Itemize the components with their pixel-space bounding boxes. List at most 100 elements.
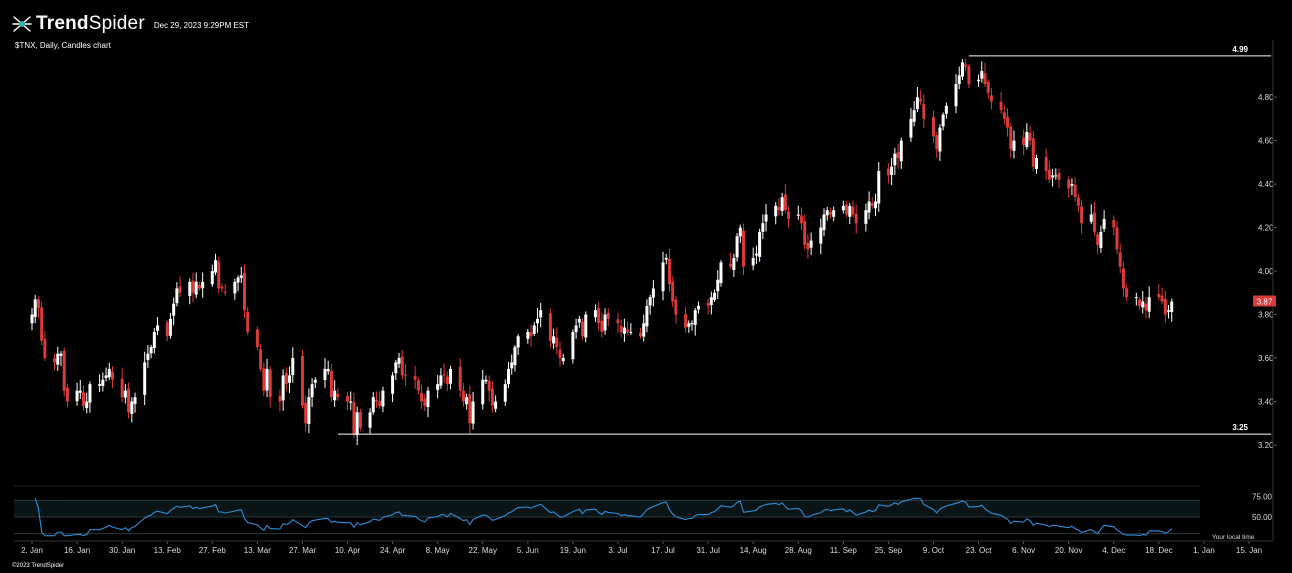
candle-body [577, 318, 581, 323]
low-line-label: 3.25 [1232, 423, 1248, 432]
y-tick-label: 3.80 [1258, 311, 1274, 320]
candle-body [101, 379, 105, 386]
candle-body [368, 412, 372, 428]
candle-body [262, 368, 266, 391]
candle-body [867, 201, 871, 213]
candle-body [1009, 126, 1013, 150]
candle-body [751, 258, 755, 266]
candle-body [529, 332, 533, 337]
candle-body [606, 312, 610, 319]
candle-body [1057, 173, 1061, 180]
candle-body [561, 358, 565, 362]
chart-title: $TNX, Daily, Candles chart [15, 41, 111, 50]
candle-body [584, 314, 588, 338]
candle-body [465, 397, 469, 405]
candle-body [378, 401, 382, 406]
candle-body [967, 66, 971, 85]
x-tick-label: 27. Mar [289, 546, 316, 555]
price-tag-label: 3.87 [1257, 298, 1273, 307]
candle-body [1099, 231, 1103, 249]
y-tick-label: 4.40 [1258, 180, 1274, 189]
candle-body [217, 261, 221, 289]
candle-body [246, 311, 250, 332]
candle-body [1022, 137, 1026, 145]
candle-body [1012, 140, 1016, 151]
rsi-band [14, 500, 1200, 517]
x-tick-label: 5. Jun [517, 546, 539, 555]
candle-body [471, 401, 475, 424]
candle-body [426, 390, 430, 408]
candle-body [877, 171, 881, 204]
candle-body [188, 281, 192, 296]
candle-body [233, 281, 237, 294]
candle-body [220, 286, 224, 289]
candle-body [799, 215, 803, 224]
candle-body [648, 297, 652, 306]
candle-body [242, 272, 246, 311]
candle-body [986, 81, 990, 93]
candle-body [693, 310, 697, 325]
y-tick-label: 3.40 [1258, 398, 1274, 407]
candle-body [864, 210, 868, 224]
candle-body [758, 231, 762, 257]
candle-body [449, 368, 453, 384]
candle-body [603, 314, 607, 331]
candle-body [178, 286, 182, 293]
candle-body [1092, 212, 1096, 232]
candle-body [313, 379, 317, 383]
timezone-note: Your local time [1212, 534, 1255, 541]
candle-body [516, 336, 520, 348]
candle-body [30, 314, 34, 324]
candle-body [622, 327, 626, 334]
candle-body [964, 64, 968, 67]
candle-body [696, 305, 700, 310]
candle-body [326, 368, 330, 372]
candle-body [146, 353, 150, 361]
candle-body [33, 299, 37, 318]
candle-body [265, 368, 269, 391]
candle-body [600, 320, 604, 332]
candle-body [931, 116, 935, 137]
x-tick-label: 4. Dec [1102, 546, 1125, 555]
candle-body [687, 323, 691, 327]
y-tick-label: 3.20 [1258, 441, 1274, 450]
candle-body [214, 260, 218, 273]
x-tick-label: 24. Apr [380, 546, 406, 555]
candle-body [841, 205, 845, 211]
candle-body [1144, 303, 1148, 311]
candle-body [346, 396, 350, 402]
candle-body [532, 325, 536, 334]
x-tick-label: 3. Jul [608, 546, 627, 555]
candle-body [764, 214, 768, 222]
candle-body [796, 214, 800, 216]
candle-body [1025, 131, 1029, 148]
candle-body [304, 402, 308, 424]
candle-body [999, 101, 1003, 111]
candle-body [1054, 175, 1058, 177]
candle-body [667, 258, 671, 285]
candle-body [197, 284, 201, 289]
candle-body [552, 336, 556, 344]
candle-body [1125, 288, 1129, 298]
candle-body [938, 127, 942, 152]
candle-body [1163, 299, 1167, 315]
candle-body [1006, 116, 1010, 128]
candle-body [716, 279, 720, 292]
candle-body [143, 362, 147, 395]
candle-body [1002, 112, 1006, 119]
candle-body [977, 79, 981, 82]
x-tick-label: 15. Jan [1236, 546, 1262, 555]
x-tick-label: 31. Jul [696, 546, 720, 555]
x-tick-label: 22. May [469, 546, 497, 555]
candle-body [371, 397, 375, 413]
candle-body [168, 318, 172, 336]
candle-body [133, 397, 137, 404]
candle-body [851, 206, 855, 215]
candle-body [754, 253, 758, 256]
candle-body [548, 313, 552, 341]
candle-body [671, 281, 675, 302]
x-tick-label: 14. Aug [740, 546, 767, 555]
candle-body [960, 62, 964, 77]
x-tick-label: 6. Nov [1012, 546, 1035, 555]
